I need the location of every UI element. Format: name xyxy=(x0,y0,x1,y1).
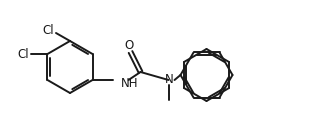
Text: N: N xyxy=(165,72,174,86)
Text: Cl: Cl xyxy=(18,47,29,61)
Text: Cl: Cl xyxy=(42,24,54,38)
Text: NH: NH xyxy=(120,76,138,90)
Text: O: O xyxy=(124,38,133,51)
